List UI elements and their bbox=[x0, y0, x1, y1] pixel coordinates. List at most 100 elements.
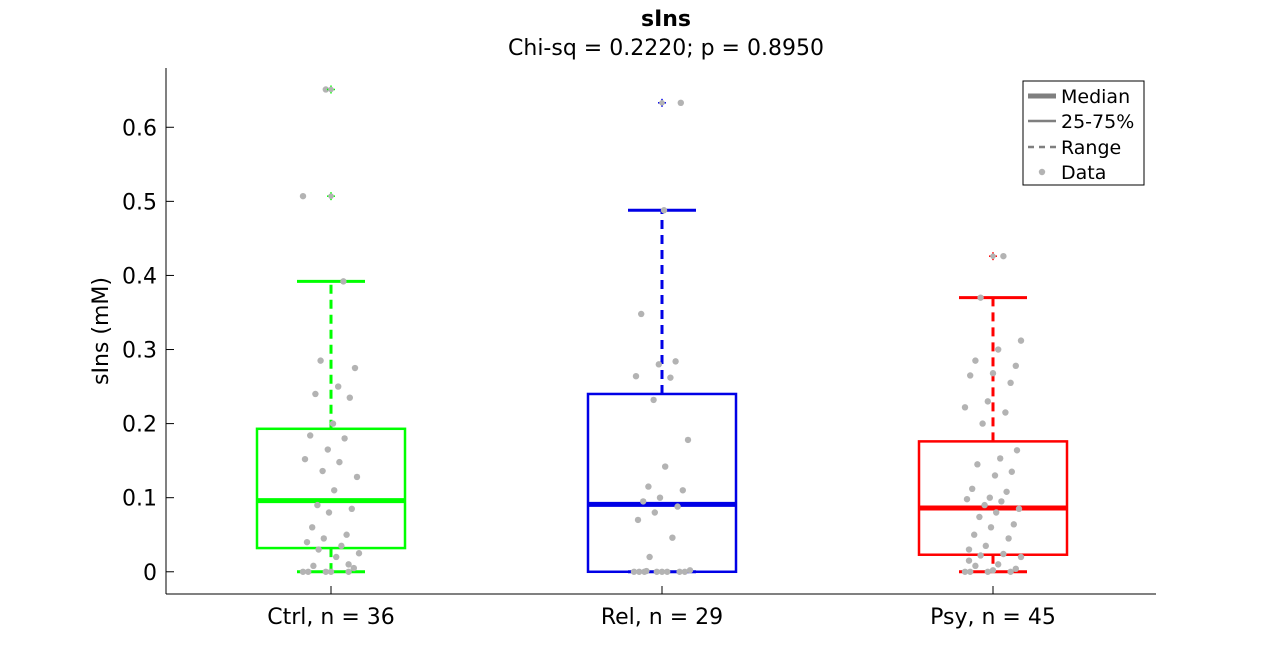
data-point bbox=[674, 503, 681, 510]
data-point bbox=[965, 557, 973, 564]
data-point bbox=[965, 546, 973, 553]
legend-item-25-75-: 25-75% bbox=[1028, 111, 1134, 133]
data-point bbox=[350, 564, 357, 572]
legend-label: 25-75% bbox=[1061, 111, 1134, 133]
data-point bbox=[669, 534, 676, 541]
data-point bbox=[1015, 505, 1023, 513]
data-point bbox=[1012, 362, 1019, 370]
data-point bbox=[353, 473, 361, 481]
iqr-box bbox=[586, 392, 738, 574]
data-point bbox=[971, 531, 978, 538]
data-point bbox=[317, 357, 324, 364]
data-point bbox=[969, 485, 976, 492]
data-point bbox=[351, 364, 359, 372]
data-point bbox=[646, 553, 653, 561]
data-point bbox=[679, 487, 686, 494]
data-point bbox=[327, 568, 335, 575]
x-tick-label: Psy, n = 45 bbox=[930, 605, 1056, 630]
data-point bbox=[995, 346, 1002, 353]
data-point bbox=[1007, 379, 1014, 387]
group-2 bbox=[917, 252, 1069, 575]
y-tick-label: 0.3 bbox=[122, 339, 157, 364]
data-point bbox=[314, 501, 321, 509]
data-point bbox=[312, 390, 319, 398]
outlier-point bbox=[328, 86, 334, 93]
data-point bbox=[976, 513, 983, 521]
data-point bbox=[995, 561, 1002, 568]
outlier-point bbox=[659, 100, 665, 106]
data-point bbox=[319, 467, 326, 475]
data-point bbox=[984, 568, 991, 575]
data-point bbox=[660, 207, 668, 214]
data-point bbox=[982, 542, 989, 550]
data-point bbox=[322, 86, 329, 93]
data-point bbox=[1000, 252, 1007, 260]
data-point bbox=[630, 568, 638, 575]
group-0 bbox=[255, 85, 407, 575]
data-point bbox=[651, 509, 658, 516]
data-point bbox=[681, 568, 688, 575]
data-point bbox=[322, 568, 329, 575]
data-point bbox=[299, 568, 307, 575]
data-point bbox=[658, 568, 666, 575]
data-point bbox=[303, 538, 311, 546]
data-point bbox=[686, 567, 694, 574]
data-point bbox=[984, 398, 991, 405]
axes: 0 0.1 0.2 0.3 0.4 0.5 0.6 Ctrl, n = 36 Rel, n = … bbox=[122, 68, 1156, 630]
data-point bbox=[1005, 535, 1012, 542]
data-point bbox=[961, 568, 969, 575]
data-point bbox=[667, 374, 674, 381]
data-point bbox=[1012, 565, 1019, 573]
data-point bbox=[1003, 488, 1010, 495]
data-point bbox=[977, 552, 984, 559]
data-point bbox=[315, 546, 322, 553]
data-point bbox=[335, 383, 342, 390]
data-point bbox=[1013, 447, 1021, 454]
data-point bbox=[329, 420, 337, 427]
data-point bbox=[299, 192, 307, 200]
outlier-marker bbox=[989, 252, 997, 261]
data-point bbox=[989, 567, 997, 574]
data-point bbox=[650, 396, 657, 404]
data-point bbox=[340, 278, 347, 285]
data-point bbox=[325, 509, 333, 516]
data-point bbox=[331, 487, 338, 494]
data-point bbox=[1002, 409, 1009, 416]
data-point bbox=[1010, 521, 1017, 528]
data-point bbox=[343, 531, 350, 538]
data-point bbox=[324, 446, 331, 453]
data-point bbox=[967, 568, 974, 575]
data-point bbox=[672, 358, 679, 365]
data-point bbox=[636, 568, 643, 575]
y-tick-label: 0.6 bbox=[122, 116, 157, 141]
data-point bbox=[662, 463, 669, 470]
y-axis-label: sIns (mM) bbox=[89, 277, 114, 385]
iqr-box bbox=[917, 440, 1069, 556]
outlier-marker bbox=[658, 98, 666, 107]
data-point bbox=[972, 357, 979, 364]
data-point bbox=[345, 561, 352, 568]
data-point bbox=[664, 568, 671, 575]
data-point bbox=[655, 361, 662, 368]
data-point bbox=[333, 553, 340, 561]
data-point bbox=[640, 498, 647, 505]
data-point bbox=[1000, 550, 1007, 558]
data-point bbox=[645, 483, 652, 490]
outlier-point bbox=[990, 253, 996, 259]
outlier-marker bbox=[327, 192, 335, 201]
data-point bbox=[972, 562, 979, 570]
data-point bbox=[341, 435, 348, 442]
plot-area bbox=[255, 85, 1069, 575]
legend-swatch bbox=[1038, 168, 1046, 176]
data-point bbox=[1017, 553, 1025, 561]
x-tick-label: Rel, n = 29 bbox=[601, 605, 723, 630]
outlier-marker bbox=[327, 85, 335, 94]
data-point bbox=[1017, 337, 1025, 344]
chart-subtitle: Chi-sq = 0.2220; p = 0.8950 bbox=[508, 36, 824, 61]
outlier-point bbox=[328, 193, 334, 199]
data-point bbox=[1007, 568, 1014, 575]
y-tick-label: 0.4 bbox=[122, 264, 157, 289]
data-point bbox=[998, 498, 1005, 505]
data-point bbox=[643, 567, 650, 575]
